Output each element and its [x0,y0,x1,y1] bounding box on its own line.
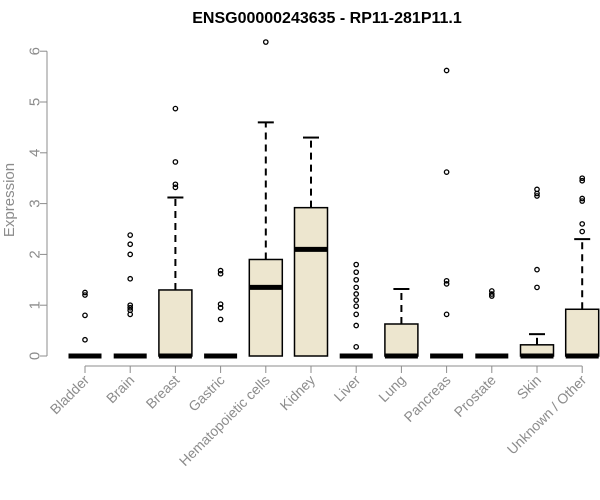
y-tick-label: 3 [26,199,43,207]
outlier-point [353,261,360,268]
outlier-point [353,297,360,303]
outlier-point [488,288,495,294]
x-tick-label: Brain [103,372,137,406]
outlier-point [127,302,134,309]
box-skin [519,186,555,359]
x-tick-label: Pancreas [401,372,454,425]
outlier-point [534,190,540,197]
box-body [158,289,193,357]
y-tick-label: 1 [26,301,43,309]
outlier-point [127,251,134,258]
outlier-point [534,266,540,273]
x-tick-label: Skin [514,372,545,403]
y-axis-label: Expression [1,163,18,237]
outlier-point [534,284,540,291]
outlier-point [443,169,450,175]
outlier-point [217,304,224,311]
x-tick-label: Prostate [451,372,499,420]
outlier-point [443,67,450,74]
outlier-point [217,301,224,308]
outlier-point [82,336,88,343]
box-body [384,323,419,357]
box-pancreas [430,67,464,359]
outlier-point [579,221,586,227]
y-tick-label: 0 [26,352,43,360]
outlier-point [353,291,360,297]
x-tick-label: Breast [143,372,183,412]
outlier-point [127,275,134,282]
box-prostate [475,288,509,359]
y-axis: 0 1 2 3 4 5 6 [26,47,48,360]
outlier-point [443,281,450,287]
outlier-point [353,303,360,310]
y-tick-label: 5 [26,98,43,106]
outlier-point [217,267,224,274]
box-lung [384,287,419,359]
outlier-point [488,293,495,299]
outlier-point [172,105,179,112]
chart-title: ENSG00000243635 - RP11-281P11.1 [192,10,462,27]
outlier-point [579,175,586,182]
outlier-point [172,184,179,191]
x-tick-label: Liver [331,372,364,405]
outlier-point [579,177,586,184]
outlier-point [534,193,540,199]
box-body [564,308,600,357]
outlier-point [443,277,450,284]
box-bladder [68,289,102,359]
outlier-point [172,181,179,188]
box-gastric [204,267,238,359]
box-body [293,206,329,357]
outlier-point [353,344,360,350]
x-tick-label: Gastric [185,372,228,415]
box-unknown-other [564,175,600,359]
outlier-point [488,291,495,297]
y-tick-label: 6 [26,47,43,55]
box-kidney [293,136,329,357]
outlier-point [217,270,224,277]
box-breast [158,105,193,359]
y-tick-label: 4 [26,149,43,157]
outlier-point [353,311,360,318]
outlier-point [82,312,88,319]
box-body [248,258,284,357]
y-tick-label: 2 [26,250,43,258]
outlier-point [579,228,586,235]
x-tick-label: Kidney [277,372,319,414]
outlier-point [353,284,360,291]
outlier-point [82,292,88,298]
outlier-point [353,322,360,329]
outlier-point [172,159,179,165]
outlier-point [579,198,586,204]
x-tick-label: Lung [375,372,408,405]
x-tick-label: Unknown / Other [504,372,590,458]
outlier-point [217,316,224,323]
outlier-point [82,289,88,296]
outlier-point [127,241,134,248]
outlier-point [127,304,134,311]
outlier-point [127,311,134,318]
box-brain [113,232,147,359]
box-liver [339,261,373,359]
outlier-point [443,311,450,318]
outlier-point [127,232,134,238]
outlier-point [579,195,586,202]
x-tick-label: Bladder [47,372,93,418]
boxes-group [68,39,600,359]
outlier-point [353,269,360,276]
outlier-point [353,276,360,283]
box-hematopoietic-cells [248,39,284,357]
outlier-point [262,39,269,45]
